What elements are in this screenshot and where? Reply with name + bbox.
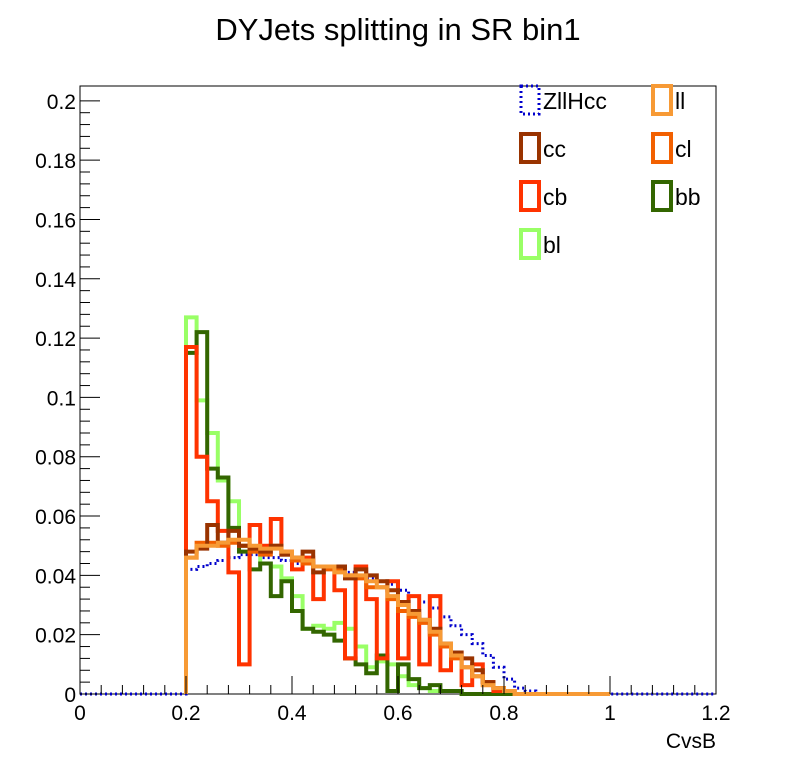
x-tick-label: 0.4 bbox=[277, 702, 307, 725]
y-tick-label: 0.02 bbox=[35, 625, 76, 648]
series-layer bbox=[80, 315, 716, 696]
legend-swatch-cl bbox=[651, 132, 673, 164]
legend-label-cc: cc bbox=[543, 136, 566, 162]
y-tick-label: 0.06 bbox=[35, 506, 76, 529]
legend-label-cl: cl bbox=[675, 136, 692, 162]
x-tick-label: 0.2 bbox=[171, 702, 200, 725]
chart-title: DYJets splitting in SR bin1 bbox=[215, 12, 580, 47]
y-tick-label: 0.16 bbox=[35, 209, 76, 232]
x-tick-label: 0.8 bbox=[489, 702, 518, 725]
x-axis-title: CvsB bbox=[666, 730, 716, 753]
legend-swatch-cc bbox=[519, 132, 541, 164]
legend-label-ll: ll bbox=[675, 88, 685, 114]
y-tick-label: 0.14 bbox=[35, 269, 76, 292]
series-cb-line bbox=[184, 344, 610, 696]
y-tick-label: 0.04 bbox=[35, 565, 76, 588]
legend-label-cb: cb bbox=[543, 184, 567, 210]
axes-layer: 0 0.02 0.04 0.06 0.08 0.1 0.12 0.14 0.16 0.18 0.2 0… bbox=[35, 91, 730, 725]
y-tick-label: 0 bbox=[64, 684, 76, 707]
legend-swatch-ll bbox=[651, 84, 673, 116]
series-bb-line bbox=[184, 330, 610, 696]
legend-swatch-bl bbox=[519, 228, 541, 260]
x-tick-label: 1 bbox=[604, 702, 616, 725]
y-tick-label: 0.12 bbox=[35, 328, 76, 351]
legend-label-zllhcc: ZllHcc bbox=[543, 88, 607, 114]
legend-label-bb: bb bbox=[675, 184, 701, 210]
y-tick-label: 0.08 bbox=[35, 447, 76, 470]
x-tick-label: 0.6 bbox=[383, 702, 412, 725]
y-tick-label: 0.1 bbox=[47, 387, 76, 410]
legend: ZllHcc ll cc cl cb bb bl bbox=[519, 84, 701, 260]
x-tick-label: 1.2 bbox=[701, 702, 730, 725]
legend-label-bl: bl bbox=[543, 232, 561, 258]
legend-swatch-zllhcc bbox=[519, 84, 541, 116]
y-tick-label: 0.18 bbox=[35, 150, 76, 173]
legend-swatch-bb bbox=[651, 180, 673, 212]
x-tick-label: 0 bbox=[74, 702, 86, 725]
y-tick-label: 0.2 bbox=[47, 91, 76, 114]
legend-swatch-cb bbox=[519, 180, 541, 212]
